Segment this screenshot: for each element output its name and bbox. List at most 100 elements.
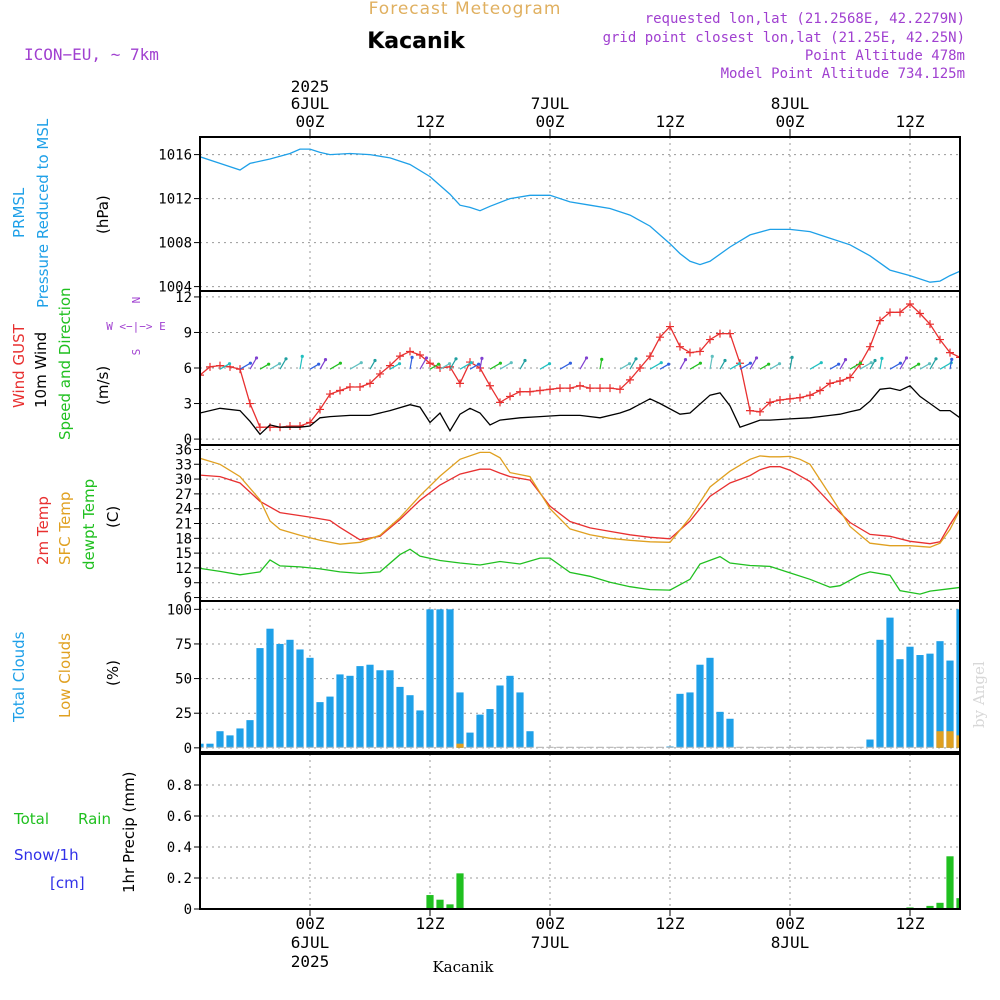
wind-arrow-head <box>627 362 632 366</box>
low-clouds-bar <box>726 746 734 748</box>
low-clouds-bar <box>656 746 664 748</box>
precip-ytick-label: 0.8 <box>167 778 192 794</box>
low-clouds-bar <box>896 746 904 748</box>
low-clouds-bar <box>646 746 654 748</box>
wind-arrow <box>869 360 876 370</box>
wind-arrow <box>909 363 919 370</box>
gust-marker <box>596 384 604 393</box>
total-rain-bar <box>436 899 444 909</box>
cloud-unit: (%) <box>104 660 122 686</box>
low-clouds-bar <box>766 746 774 748</box>
clouds-panel: 0 25 50 75 100 <box>167 600 961 757</box>
info-line-1: requested lon,lat (21.2568E, 42.2279N) <box>645 11 965 27</box>
x-tick-label-bottom: 00Z <box>296 914 325 933</box>
gust-marker <box>486 381 494 390</box>
gust-marker <box>716 329 724 338</box>
low-clouds-bar <box>746 746 754 748</box>
gust-marker <box>406 347 414 356</box>
wind-arrow-head <box>634 357 638 361</box>
low-clouds-bar <box>336 746 344 748</box>
wind-unit: (m/s) <box>94 366 112 405</box>
gust-marker <box>876 316 884 325</box>
sfc-temp-line <box>200 451 960 548</box>
wind-arrow <box>599 359 603 370</box>
total-clouds-bar <box>336 674 344 748</box>
wind-arrow <box>239 362 251 370</box>
low-clouds-bar <box>306 746 314 748</box>
gust-marker <box>686 348 694 357</box>
wind-arrow <box>539 363 550 370</box>
gust-marker <box>606 384 614 393</box>
wind-arrow-head <box>447 362 452 366</box>
low-clouds-bar <box>406 746 414 748</box>
low-clouds-bar <box>816 746 824 748</box>
x-tick-label-top: 12Z <box>416 112 445 131</box>
wind-arrow <box>319 359 327 370</box>
low-clouds-bar <box>546 746 554 748</box>
gust-marker <box>386 361 394 370</box>
gust-marker <box>726 329 734 338</box>
wind-arrow-head <box>523 358 527 363</box>
gust-marker <box>516 387 524 396</box>
x-year-bottom: 2025 <box>291 952 330 971</box>
wind-arrow-head <box>454 357 458 361</box>
clouds-ytick-label: 100 <box>167 602 192 618</box>
info-line-4: Model Point Altitude 734.125m <box>721 66 965 82</box>
wind-arrow <box>559 362 571 370</box>
gust-marker <box>706 335 714 344</box>
wind-arrow <box>789 357 793 370</box>
wind-arrow <box>889 362 901 370</box>
low-clouds-bar <box>696 746 704 748</box>
wind-arrow-head <box>858 361 862 365</box>
temperature-ytick-label: 18 <box>175 531 192 547</box>
gust-marker <box>546 385 554 394</box>
total-clouds-bar <box>866 739 874 748</box>
wind-arrow <box>679 359 687 370</box>
low-clouds-bar <box>806 746 814 748</box>
wind-arrow <box>619 363 630 370</box>
low-clouds-bar <box>316 746 324 748</box>
clouds-frame <box>199 600 961 753</box>
wind-arrow-head <box>498 361 502 365</box>
x-date-bottom: 6JUL <box>291 933 330 952</box>
x-tick-label-bottom: 00Z <box>536 914 565 933</box>
precip-ytick-label: 0.6 <box>167 809 192 825</box>
low-clouds-bar <box>856 746 864 748</box>
total-clouds-label: Total Clouds <box>10 631 28 723</box>
wind-arrow <box>309 363 319 370</box>
gust-marker <box>936 335 944 344</box>
wind-arrow-head <box>683 358 688 362</box>
gust-marker <box>796 393 804 402</box>
wind-arrow <box>449 358 457 370</box>
gust-marker <box>366 379 374 388</box>
x-tick-label-top: 00Z <box>536 112 565 131</box>
gust-marker <box>656 333 664 342</box>
wind-arrow <box>279 358 287 370</box>
gust-marker <box>906 300 914 309</box>
gust-marker <box>346 382 354 391</box>
wind-arrow <box>329 362 341 370</box>
total-clouds-bar <box>276 643 284 748</box>
low-clouds-bar <box>846 746 854 748</box>
dew-label: dewpt Temp <box>80 479 98 570</box>
gust-marker <box>676 342 684 351</box>
low-clouds-bar <box>836 746 844 748</box>
total-clouds-bar <box>346 675 354 748</box>
wind-arrow <box>479 358 483 370</box>
wind-arrow <box>259 363 269 370</box>
wind-arrow <box>349 362 362 370</box>
wind-arrow-head <box>880 356 884 360</box>
wind-arrow <box>519 360 526 370</box>
total-rain-bar <box>946 856 954 909</box>
low-clouds-bar <box>376 746 384 748</box>
wind-arrow-head <box>737 362 742 366</box>
low-clouds-bar <box>200 746 204 748</box>
wind-arrow-head <box>547 362 552 366</box>
wind-arrow-head <box>843 358 848 362</box>
compass-we: W <−|−> E <box>106 320 166 333</box>
wind-plot-area <box>200 300 960 436</box>
low-clouds-bar <box>926 746 934 748</box>
wind-arrow-head <box>477 362 481 366</box>
